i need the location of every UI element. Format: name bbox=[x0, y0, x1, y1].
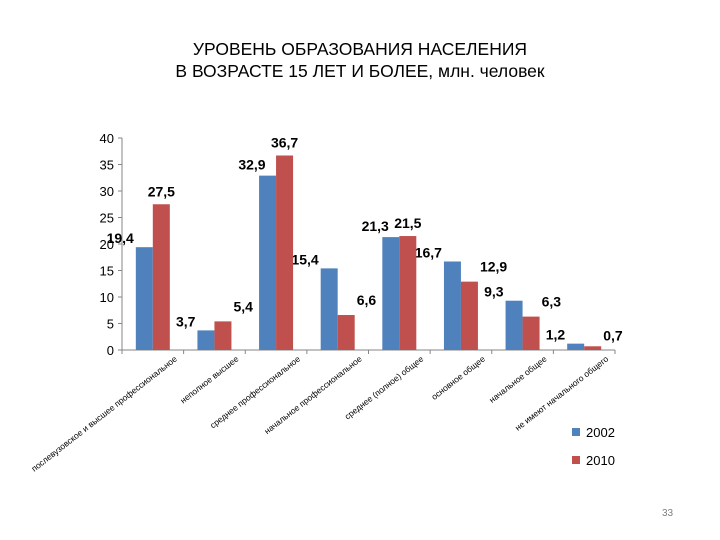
data-label: 19,4 bbox=[107, 230, 134, 246]
title-line-1: УРОВЕНЬ ОБРАЗОВАНИЯ НАСЕЛЕНИЯ bbox=[192, 39, 528, 59]
bar-2002 bbox=[567, 343, 585, 350]
data-label: 0,7 bbox=[603, 327, 623, 343]
data-label: 36,7 bbox=[271, 134, 298, 150]
bar-2002 bbox=[197, 330, 215, 350]
y-tick-label: 5 bbox=[107, 317, 114, 332]
data-label: 16,7 bbox=[415, 244, 442, 260]
x-tick-label: основное общее bbox=[429, 354, 487, 402]
data-label: 27,5 bbox=[148, 183, 175, 199]
bar-2010 bbox=[152, 204, 170, 350]
bar-2010 bbox=[337, 315, 355, 350]
bar-2010 bbox=[276, 155, 294, 350]
x-tick-label: послевузовское и высшее профессиональное bbox=[29, 354, 179, 474]
legend-label: 2002 bbox=[586, 425, 615, 440]
bar-2002 bbox=[443, 261, 461, 350]
chart-title: УРОВЕНЬ ОБРАЗОВАНИЯ НАСЕЛЕНИЯ В ВОЗРАСТЕ… bbox=[0, 38, 720, 82]
data-label: 15,4 bbox=[291, 251, 318, 267]
page-number: 33 bbox=[662, 508, 674, 519]
x-tick-label: начальное общее bbox=[487, 354, 549, 405]
data-label: 12,9 bbox=[480, 259, 507, 275]
y-tick-label: 0 bbox=[107, 343, 114, 358]
data-label: 6,6 bbox=[357, 292, 377, 308]
bar-2002 bbox=[382, 237, 400, 350]
y-tick-label: 30 bbox=[100, 184, 114, 199]
bar-2010 bbox=[460, 281, 478, 350]
bar-2002 bbox=[320, 268, 338, 350]
legend-swatch-2002 bbox=[572, 428, 580, 436]
bar-2002 bbox=[259, 175, 277, 350]
title-line-2: В ВОЗРАСТЕ 15 ЛЕТ И БОЛЕЕ, млн. человек bbox=[175, 61, 545, 81]
data-label: 32,9 bbox=[238, 157, 265, 173]
data-label: 21,3 bbox=[362, 218, 389, 234]
data-label: 21,5 bbox=[394, 215, 421, 231]
y-tick-label: 35 bbox=[100, 158, 114, 173]
y-tick-label: 20 bbox=[100, 237, 114, 252]
data-label: 1,2 bbox=[546, 327, 566, 343]
legend-swatch-2010 bbox=[572, 456, 580, 464]
y-tick-label: 15 bbox=[100, 264, 114, 279]
data-label: 3,7 bbox=[176, 313, 196, 329]
y-tick-label: 10 bbox=[100, 290, 114, 305]
bar-2002 bbox=[135, 247, 153, 350]
data-label: 6,3 bbox=[542, 294, 562, 310]
y-tick-label: 40 bbox=[100, 131, 114, 146]
x-tick-label: неполное высшее bbox=[178, 354, 240, 406]
bar-2010 bbox=[399, 236, 417, 350]
data-label: 9,3 bbox=[484, 284, 504, 300]
legend-label: 2010 bbox=[586, 453, 615, 468]
x-tick-label: начальное профессиональное bbox=[262, 354, 364, 437]
bar-2010 bbox=[522, 316, 540, 350]
data-label: 5,4 bbox=[233, 298, 253, 314]
bar-2010 bbox=[214, 321, 232, 350]
bar-2010 bbox=[584, 346, 602, 350]
y-tick-label: 25 bbox=[100, 211, 114, 226]
bar-2002 bbox=[505, 300, 523, 350]
